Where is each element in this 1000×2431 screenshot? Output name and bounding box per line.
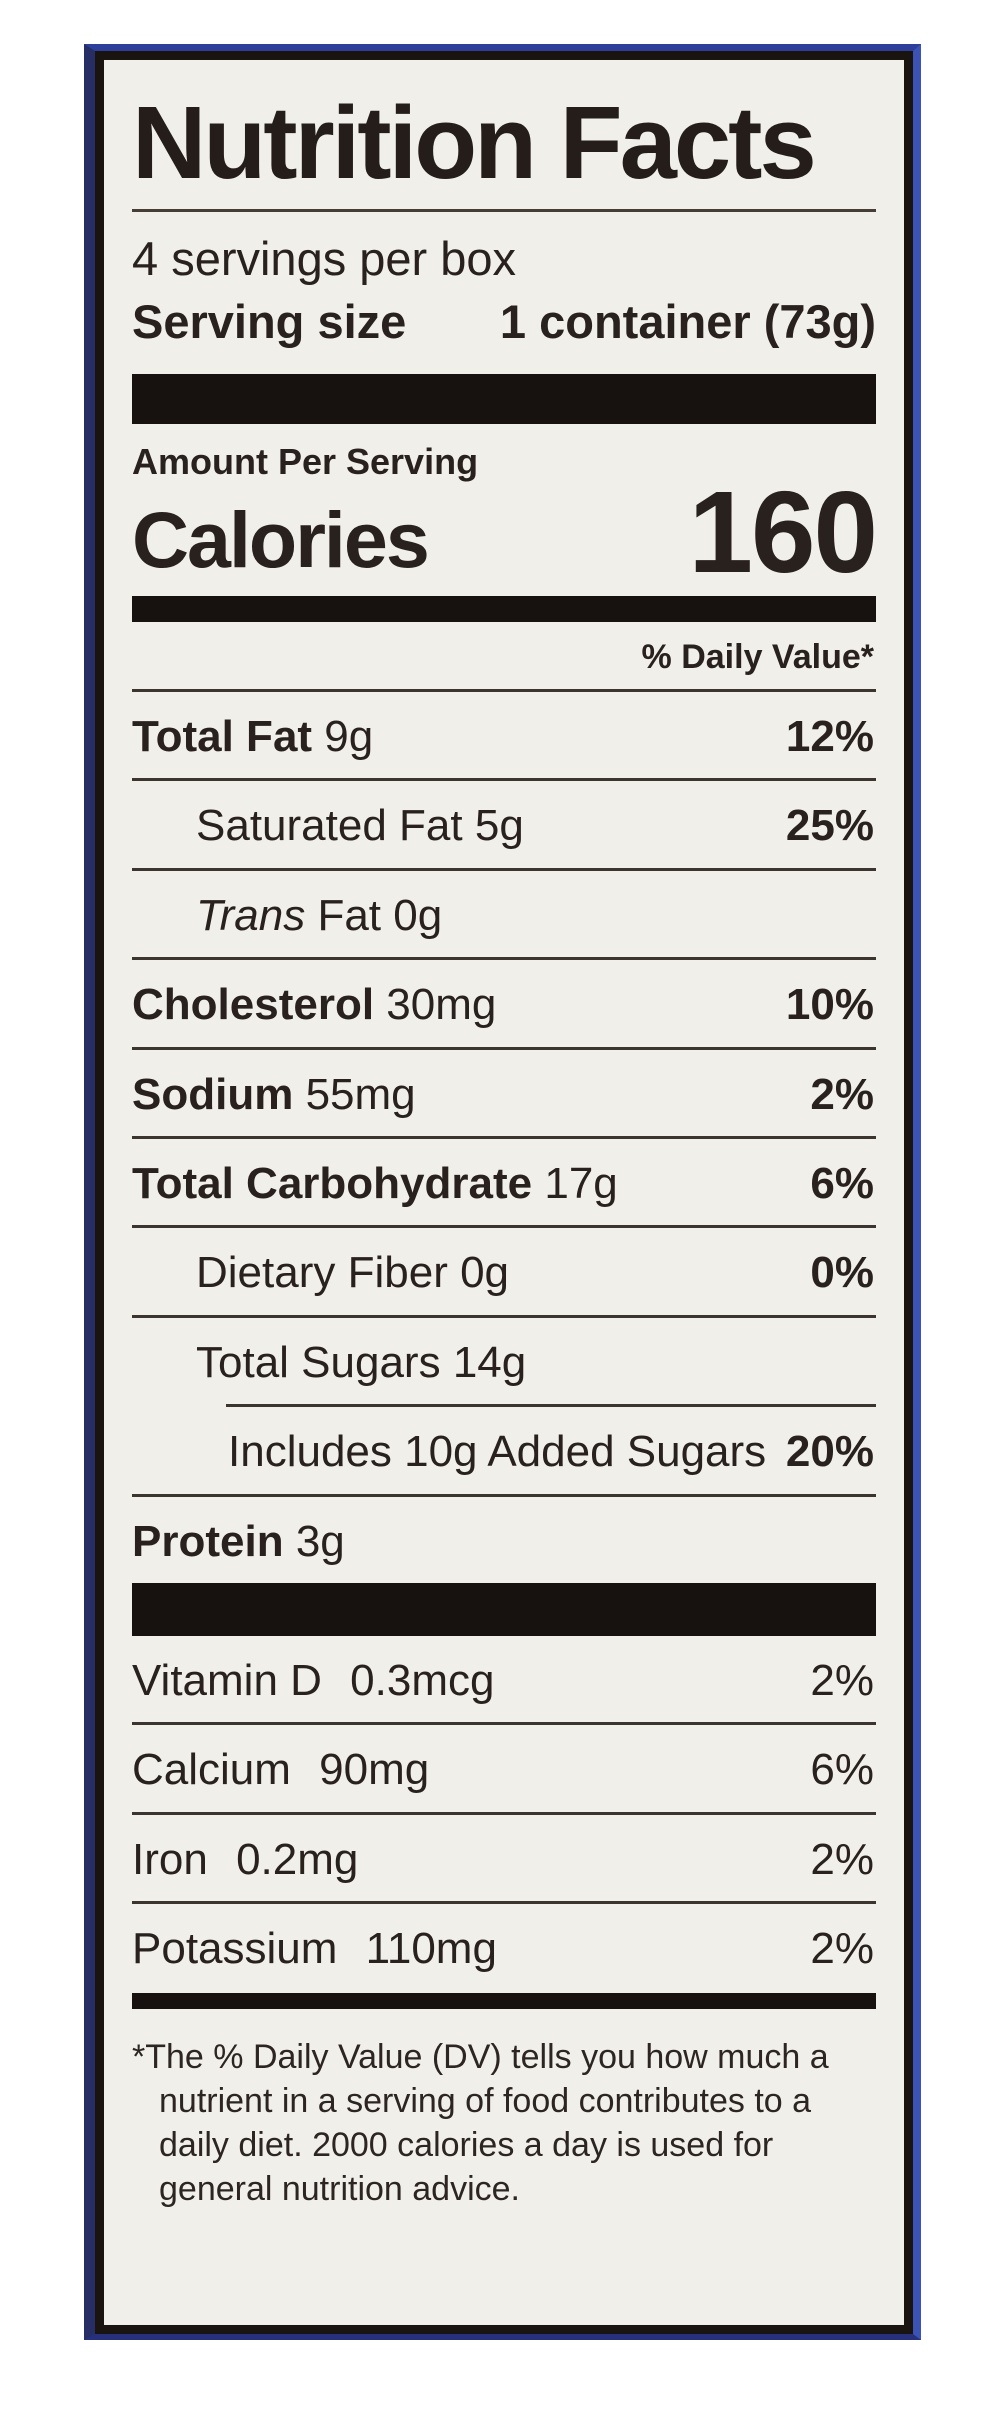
nutrient-daily-value: 0% (810, 1248, 874, 1298)
nutrient-row-protein: Protein 3g (132, 1497, 876, 1583)
micronutrient-row-calcium: Calcium 90mg 6% (132, 1725, 876, 1811)
nutrient-name: Calcium (132, 1745, 291, 1795)
nutrient-name-amount: Total Fat 9g (132, 712, 374, 762)
separator (132, 1225, 876, 1229)
nutrient-name: Total Carbohydrate (132, 1159, 533, 1209)
nutrient-name-amount: Cholesterol 30mg (132, 981, 496, 1029)
calories-label: Calories (132, 494, 430, 584)
nutrient-row-trans-fat: Trans Fat 0g (132, 871, 876, 957)
nutrition-facts-label: Nutrition Facts 4 servings per box Servi… (95, 51, 913, 2334)
nutrient-row-saturated-fat: Saturated Fat 5g 25% (132, 781, 876, 867)
nutrient-name: Cholesterol (132, 980, 375, 1030)
section-divider-bar (132, 1583, 876, 1636)
separator (132, 1722, 876, 1726)
separator (132, 1046, 876, 1050)
calories-value: 160 (688, 466, 878, 597)
nutrient-name: Potassium (132, 1924, 338, 1974)
title-rule (132, 209, 876, 213)
nutrient-name: Vitamin D (132, 1656, 322, 1705)
nutrient-name-amount: Potassium 110mg (132, 1924, 497, 1974)
daily-value-footnote: *The % Daily Value (DV) tells you how mu… (132, 2037, 829, 2209)
nutrient-row-total-sugars: Total Sugars 14g (132, 1318, 876, 1404)
nutrient-row-dietary-fiber: Dietary Fiber 0g 0% (132, 1228, 876, 1314)
nutrient-daily-value: 2% (810, 1069, 874, 1119)
nutrient-amount: 0.3mcg (350, 1656, 495, 1705)
section-divider-bar (132, 1992, 876, 2009)
separator-indented (226, 1404, 876, 1408)
daily-value-header: % Daily Value* (641, 638, 874, 677)
nutrient-daily-value: 2% (810, 1834, 874, 1884)
nutrient-name: Dietary Fiber (196, 1248, 448, 1298)
serving-size-value: 1 container (73g) (499, 295, 876, 349)
nutrient-name-amount: Dietary Fiber 0g (132, 1249, 509, 1297)
nutrient-row-total-fat: Total Fat 9g 12% (132, 692, 876, 778)
micronutrient-row-vitamin-d: Vitamin D 0.3mcg 2% (132, 1636, 876, 1722)
nutrient-daily-value: 25% (785, 801, 874, 851)
nutrient-amount: 17g (544, 1159, 618, 1209)
nutrient-daily-value: 2% (810, 1656, 874, 1705)
nutrient-name-amount: Trans Fat 0g (132, 890, 443, 940)
calories-row: Calories 160 (132, 466, 878, 597)
nutrient-daily-value: 6% (810, 1745, 874, 1795)
separator (132, 1136, 876, 1140)
separator (132, 957, 876, 961)
micronutrient-row-potassium: Potassium 110mg 2% (132, 1904, 876, 1990)
nutrient-amount: 5g (474, 801, 524, 851)
nutrient-name: Fat (317, 890, 382, 940)
nutrient-amount: 30mg (386, 980, 497, 1030)
separator (132, 1811, 876, 1815)
nutrient-name: Includes 10g Added Sugars (228, 1427, 767, 1477)
nutrient-name-amount: Sodium 55mg (132, 1069, 416, 1119)
nutrient-name-amount: Iron 0.2mg (132, 1834, 359, 1884)
section-divider-bar (132, 373, 876, 424)
nutrient-amount: 0g (393, 890, 443, 940)
nutrient-name-amount: Total Sugars 14g (132, 1337, 527, 1387)
separator (132, 778, 876, 782)
nutrient-row-cholesterol: Cholesterol 30mg 10% (132, 960, 876, 1046)
nutrient-amount: 90mg (319, 1745, 430, 1795)
nutrient-name: Iron (132, 1834, 208, 1884)
nutrient-amount: 110mg (365, 1924, 497, 1974)
nutrient-amount: 0g (460, 1248, 510, 1298)
nutrient-daily-value: 12% (785, 712, 874, 762)
nutrient-amount: 3g (295, 1516, 345, 1566)
nutrient-daily-value: 20% (785, 1427, 874, 1477)
section-divider-bar (132, 596, 876, 623)
nutrient-name-amount: Saturated Fat 5g (132, 802, 524, 850)
nutrient-daily-value: 6% (810, 1159, 874, 1209)
nutrient-name-italic: Trans (196, 890, 306, 940)
servings-per-container: 4 servings per box (132, 232, 517, 286)
nutrient-name-amount: Vitamin D 0.3mcg (132, 1656, 495, 1705)
label-content: Nutrition Facts 4 servings per box Servi… (104, 60, 904, 2211)
serving-size-label: Serving size (132, 295, 407, 349)
separator (132, 1901, 876, 1905)
nutrient-name-amount: Total Carbohydrate 17g (132, 1159, 618, 1209)
nutrient-amount: 9g (324, 712, 374, 762)
micronutrient-row-iron: Iron 0.2mg 2% (132, 1815, 876, 1901)
nutrient-row-total-carbohydrate: Total Carbohydrate 17g 6% (132, 1139, 876, 1225)
nutrient-name: Protein (132, 1516, 284, 1566)
separator (132, 1314, 876, 1318)
nutrient-name: Total Sugars (196, 1337, 441, 1387)
nutrient-name: Total Fat (132, 712, 313, 762)
amount-per-serving-label: Amount Per Serving (132, 440, 479, 482)
nutrient-name-amount: Protein 3g (132, 1516, 345, 1566)
nutrient-amount: 55mg (305, 1069, 416, 1119)
separator (132, 867, 876, 871)
nutrient-name: Saturated Fat (196, 801, 463, 851)
label-outer-frame: Nutrition Facts 4 servings per box Servi… (84, 44, 921, 2340)
nutrient-row-added-sugars: Includes 10g Added Sugars 20% (132, 1407, 876, 1493)
label-title: Nutrition Facts (132, 85, 817, 200)
nutrient-daily-value: 2% (810, 1924, 874, 1974)
nutrient-name: Sodium (132, 1069, 294, 1119)
nutrient-name-amount: Calcium 90mg (132, 1746, 429, 1794)
nutrient-row-sodium: Sodium 55mg 2% (132, 1050, 876, 1136)
nutrient-name-amount: Includes 10g Added Sugars (132, 1428, 766, 1476)
nutrient-amount: 0.2mg (236, 1834, 359, 1884)
nutrient-daily-value: 10% (785, 980, 874, 1030)
separator (132, 689, 876, 693)
nutrient-amount: 14g (452, 1337, 527, 1387)
separator (132, 1493, 876, 1497)
serving-size-row: Serving size 1 container (73g) (132, 293, 876, 352)
